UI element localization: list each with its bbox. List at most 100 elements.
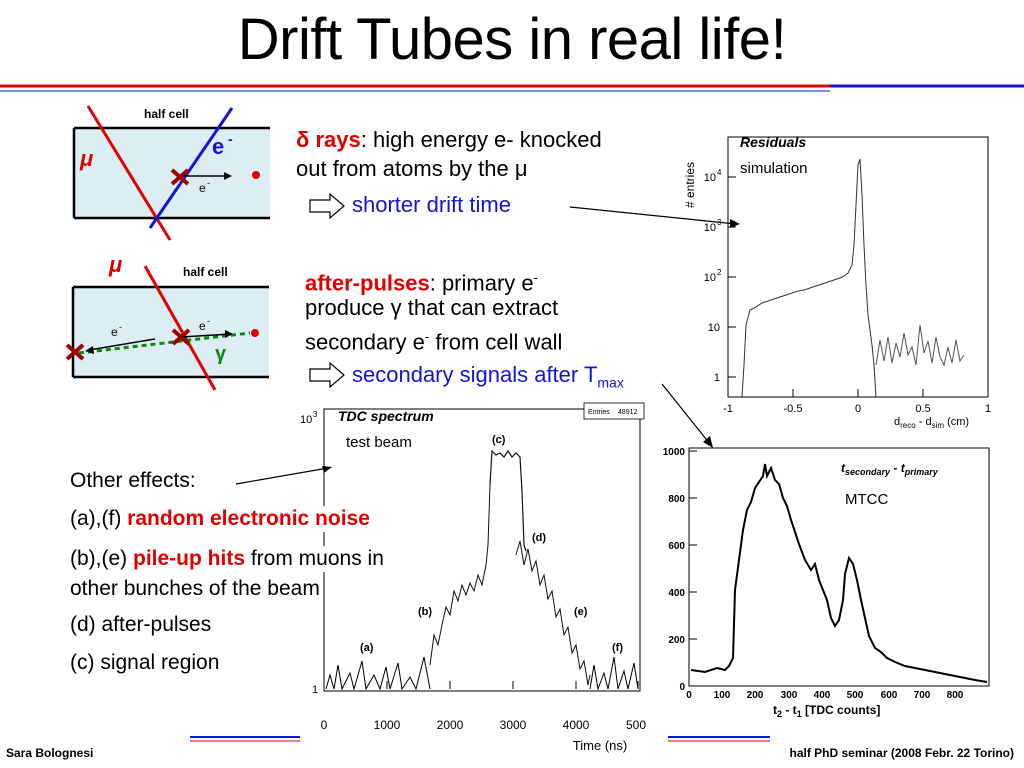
tdc-spectrum-plot: Entries 48912 TDC spectrum test beam 10 … — [300, 402, 646, 753]
wire-dot — [251, 329, 259, 337]
residuals-xtick-0: -1 — [723, 403, 733, 415]
tdc-ybottom: 1 — [312, 684, 318, 696]
tdc-title: TDC spectrum — [338, 408, 434, 424]
residuals-title: Residuals — [740, 134, 806, 150]
residuals-ytick-1: 10 — [708, 322, 720, 334]
tdc-xtick-4: 4000 — [563, 718, 590, 732]
afterpulse-line3: secondary e- from cell wall — [305, 329, 563, 355]
tdc-subtitle: test beam — [346, 434, 412, 451]
mtcc-ytick-4: 800 — [668, 494, 685, 505]
residuals-histogram — [741, 158, 877, 398]
residuals-xtick-4: 1 — [985, 403, 991, 415]
residuals-ytick-4: 10 — [704, 172, 716, 184]
photon-track — [78, 331, 251, 355]
other-effects-line-d: (d) after-pulses — [70, 613, 212, 636]
cell2-e2-sup: - — [207, 316, 210, 326]
tdc-region-e: (e) — [574, 606, 588, 618]
tdc-xtick-0: 0 — [321, 718, 328, 732]
afterpulse-line2: produce γ that can extract — [305, 295, 559, 320]
residuals-xtick-2: 0 — [855, 403, 861, 415]
residuals-ytick-2: 10 — [704, 272, 716, 284]
cell1-e-big-sup: - — [228, 131, 233, 147]
tdc-noise-region — [325, 656, 639, 691]
wire-dot — [252, 171, 260, 179]
afterpulse-result: secondary signals after Tmax — [352, 362, 624, 391]
mtcc-ytick-2: 400 — [668, 588, 685, 599]
residuals-ytick-sup-2: 2 — [717, 268, 722, 277]
tdc-xtick-5: 500 — [626, 718, 646, 732]
tdc-signal-region — [489, 449, 527, 552]
other-effects-line-b2: other bunches of the beam — [70, 576, 320, 602]
tdc-pileup-rise — [429, 484, 491, 666]
mtcc-xlabel: t2 - t1 [TDC counts] — [773, 703, 880, 719]
other-effects-line-a: (a),(f) random electronic noise — [70, 506, 370, 532]
cell2-e2: e — [199, 319, 206, 333]
footer-author: Sara Bolognesi — [6, 746, 94, 760]
tdc-stats-key: Entries — [588, 409, 610, 416]
residuals-ylabel: # entries — [683, 162, 697, 208]
mtcc-ytick-3: 600 — [668, 541, 685, 552]
other-effects-arrow-icon — [235, 466, 332, 485]
cell2-gamma: γ — [215, 343, 227, 365]
cell-body — [74, 128, 270, 218]
cell-diagram-2: half cell μ e - e - γ — [65, 252, 269, 391]
mtcc-xtick-0: 0 — [686, 690, 692, 701]
cell-body — [73, 287, 269, 377]
residuals-subtitle: simulation — [740, 160, 808, 177]
mtcc-ytick-5: 1000 — [663, 447, 686, 458]
mtcc-title: tsecondary - tprimary — [841, 461, 939, 477]
residuals-tail — [875, 324, 965, 367]
tdc-region-f: (f) — [612, 642, 623, 654]
delta-rays-line2: out from atoms by the μ — [296, 156, 528, 181]
mtcc-ytick-0: 0 — [679, 682, 685, 693]
tdc-region-c: (c) — [492, 434, 506, 446]
cell1-e-small: e — [199, 181, 206, 195]
cell2-e1-sup: - — [119, 322, 122, 332]
residuals-xtick-3: 0.5 — [915, 403, 930, 415]
footer-event: half PhD seminar (2008 Febr. 22 Torino) — [789, 746, 1014, 760]
afterpulse-line1: after-pulses: primary e- — [305, 270, 538, 296]
residuals-ytick-0: 1 — [714, 372, 720, 384]
tdc-ytop-sup: 3 — [313, 410, 318, 419]
mtcc-xtick-1: 100 — [714, 690, 731, 701]
delta-rays-line1: δ rays: high energy e- knocked — [296, 127, 602, 152]
residuals-ytick-sup-3: 3 — [717, 218, 722, 227]
residuals-ytick-sup-4: 4 — [717, 168, 722, 177]
residuals-xlabel: dreco - dsim (cm) — [894, 416, 969, 430]
implies-arrow-icon — [309, 361, 345, 389]
mtcc-axis-ticks — [689, 450, 697, 687]
wall-cross-icon — [65, 343, 85, 361]
implies-arrow-icon — [309, 192, 345, 220]
tdc-region-d: (d) — [532, 532, 546, 544]
residuals-plot: Residuals simulation # entries 1 10 10 1… — [683, 134, 991, 430]
cell2-label: half cell — [183, 265, 228, 279]
other-effects-line-b: (b),(e) pile-up hits from muons in — [70, 546, 384, 572]
mtcc-xtick-2: 200 — [747, 690, 764, 701]
mtcc-xtick-3: 300 — [781, 690, 798, 701]
muon-track — [143, 265, 217, 391]
tdc-axis-ticks — [323, 681, 639, 689]
mtcc-plot: tsecondary - tprimary MTCC 0 200 400 600… — [663, 447, 990, 719]
mtcc-xtick-7: 700 — [914, 690, 931, 701]
other-effects-heading: Other effects: — [70, 469, 196, 492]
other-effects-line-c: (c) signal region — [70, 651, 220, 674]
cell-diagram-1: half cell μ e - e - — [72, 105, 270, 241]
mtcc-xtick-5: 500 — [847, 690, 864, 701]
mtcc-xtick-4: 400 — [814, 690, 831, 701]
mtcc-subtitle: MTCC — [845, 491, 888, 508]
tdc-stats-box — [583, 402, 645, 420]
tdc-xtick-2: 2000 — [437, 718, 464, 732]
tdc-stats-val: 48912 — [618, 409, 638, 416]
mtcc-xtick-8: 800 — [947, 690, 964, 701]
tdc-region-b: (b) — [418, 606, 432, 618]
ionization-cross-icon — [170, 168, 190, 186]
tdc-xtick-3: 3000 — [500, 718, 527, 732]
tdc-ytop: 10 — [300, 414, 312, 426]
mtcc-xtick-6: 600 — [881, 690, 898, 701]
slide-title: Drift Tubes in real life! — [237, 7, 787, 72]
cell1-e-small-sup: - — [207, 178, 210, 188]
residuals-axis-ticks — [727, 176, 989, 397]
mtcc-histogram — [690, 463, 988, 683]
tdc-xtick-1: 1000 — [374, 718, 401, 732]
